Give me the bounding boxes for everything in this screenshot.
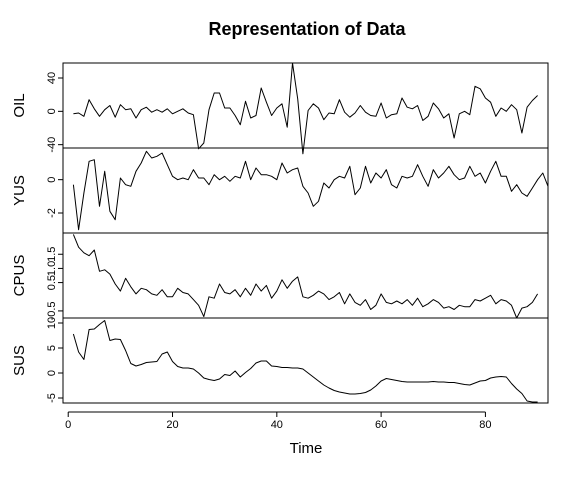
panel-label-yus: YUS [11, 175, 28, 206]
x-tick-label: 60 [375, 419, 387, 431]
panel-frame [62, 232, 549, 319]
chart-title: Representation of Data [208, 19, 406, 39]
y-tick-label: 0.5 [46, 275, 58, 290]
series-line-oil [73, 62, 538, 155]
y-tick-label: -5 [46, 393, 58, 403]
series-line-yus [72, 150, 549, 231]
panel-label-cpus: CPUS [11, 255, 28, 297]
y-tick-label: 1.5 [46, 247, 58, 262]
series-line-cpus [72, 234, 539, 319]
panel-label-sus: SUS [11, 345, 28, 376]
y-tick-label: -0.5 [46, 301, 58, 320]
y-tick-label: -2 [46, 208, 58, 218]
y-tick-label: 0 [46, 370, 58, 376]
panel-yus: -2 0 YUS [11, 147, 549, 234]
panels-group: -40 0 40 OIL -2 0 YUS -0.5 0.51.01.5 CPUS -5 0 5 10 SU… [11, 62, 549, 404]
x-tick-label: 80 [479, 419, 491, 431]
y-tick-label: 0 [46, 177, 58, 183]
x-axis-title: Time [290, 440, 323, 457]
panel-frame [62, 147, 549, 234]
y-tick-label: 5 [46, 345, 58, 351]
x-tick-label: 40 [271, 419, 283, 431]
panel-frame [62, 317, 549, 404]
panel-sus: -5 0 5 10 SUS [11, 317, 549, 404]
panel-cpus: -0.5 0.51.01.5 CPUS [11, 232, 549, 320]
y-tick-label: 1.0 [46, 261, 58, 276]
series-line-sus [72, 320, 538, 403]
panel-label-oil: OIL [11, 93, 28, 117]
x-tick-label: 20 [166, 419, 178, 431]
y-tick-label: -40 [46, 137, 58, 153]
y-tick-label: 10 [46, 317, 58, 329]
x-axis: 0 20 40 60 80 [65, 411, 492, 431]
y-tick-label: 40 [46, 72, 58, 84]
panel-oil: -40 0 40 OIL [11, 62, 549, 155]
x-tick-label: 0 [65, 419, 71, 431]
y-tick-label: 0 [46, 108, 58, 114]
